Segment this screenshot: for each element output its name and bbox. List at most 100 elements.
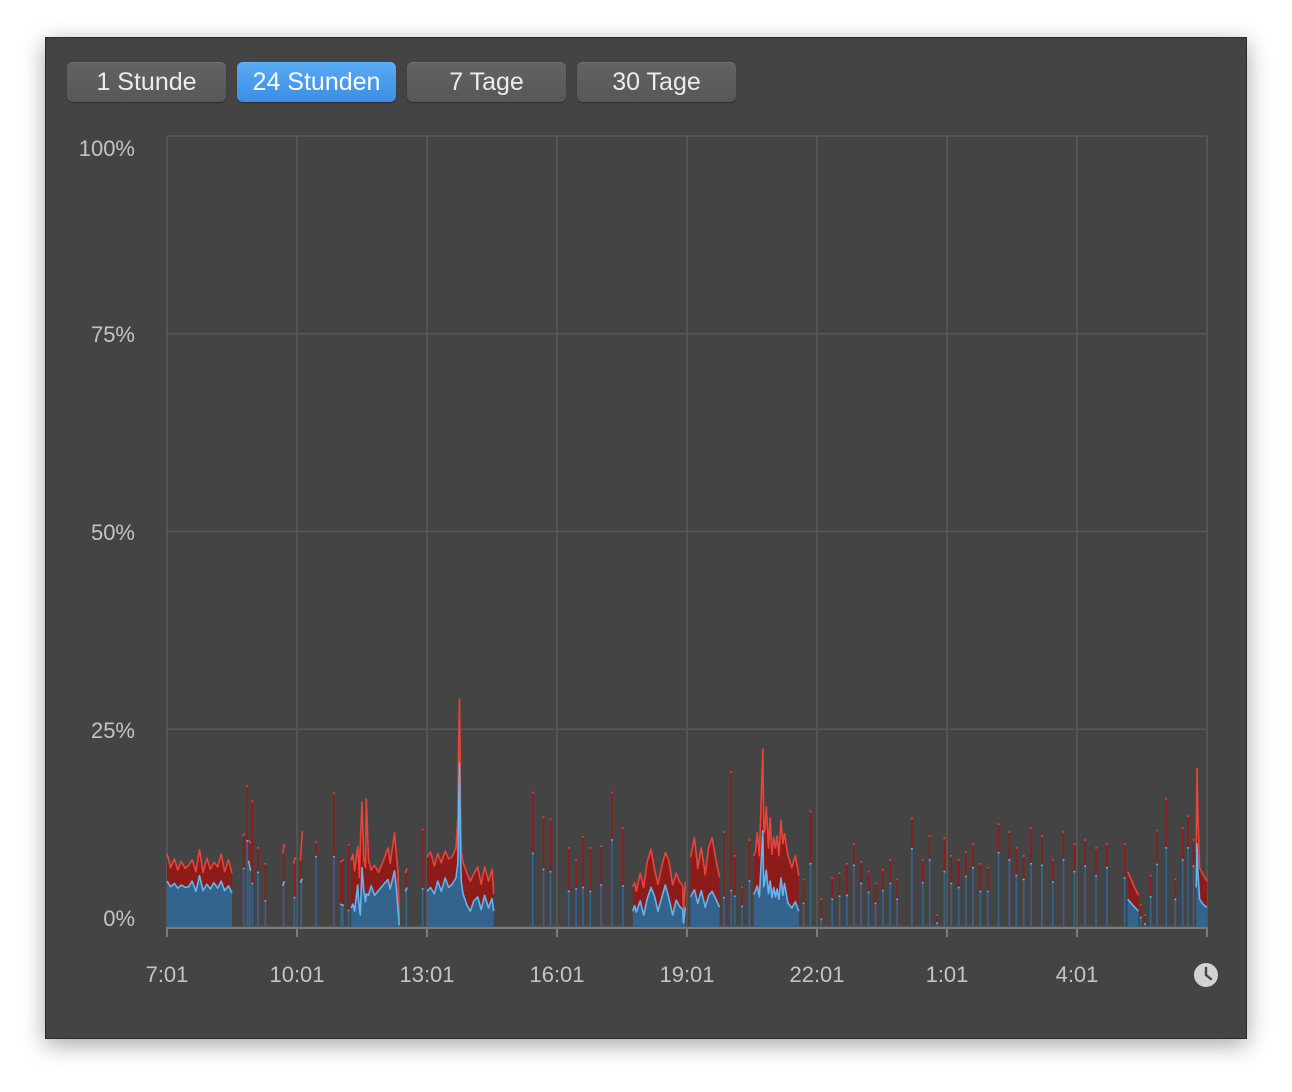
user-load-area [347,910,350,927]
user-load-area [1073,871,1076,927]
user-load-area [340,904,344,927]
system-load-line [292,857,297,864]
user-load-area [838,896,841,927]
user-load-area [242,868,245,927]
x-tick-label: 10:01 [269,962,324,987]
user-load-area [549,871,552,927]
user-load-area [853,865,855,927]
user-load-area [589,891,592,927]
user-load-area [1187,847,1189,927]
user-load-area [582,887,584,927]
user-load-area [867,892,870,927]
user-load-line [339,903,345,907]
user-load-area [997,852,1000,927]
x-tick-label: 16:01 [529,962,584,987]
user-load-area [531,853,534,927]
user-load-area [957,887,960,927]
user-load-area [733,896,736,927]
user-load-area [567,891,570,927]
user-load-area [950,883,953,927]
clock-icon[interactable] [1194,963,1218,987]
system-load-area [730,772,733,927]
user-load-area [1030,863,1032,927]
chart-grid [166,135,1208,928]
user-load-area [928,859,931,927]
user-load-area [741,906,743,927]
user-load-line [166,874,233,894]
user-load-area [936,923,938,927]
user-load-area [1165,847,1168,927]
x-axis-labels: 7:01 10:01 13:01 16:01 19:01 22:01 1:01 … [146,962,1099,987]
user-load-area [820,919,823,927]
user-load-line [632,884,687,924]
system-load-line [247,839,252,844]
user-load-area [264,900,267,927]
user-load-area [1127,899,1139,927]
user-load-area [1149,896,1152,927]
user-load-area [979,891,982,927]
range-1-stunde-button[interactable]: 1 Stunde [67,62,226,102]
user-load-series [166,762,1208,927]
user-load-area [921,882,924,927]
user-load-area [846,895,848,927]
user-load-area [293,897,296,927]
user-load-area [300,878,303,927]
user-load-area [1106,867,1108,927]
user-load-line [1195,843,1208,908]
user-load-area [730,890,733,927]
user-load-line [1127,898,1140,912]
user-load-area [257,872,259,927]
system-load-area [347,844,350,927]
user-load-area [1022,879,1025,927]
x-tick-label: 1:01 [926,962,969,987]
system-load-line [1195,768,1208,882]
system-load-line [166,848,233,874]
user-load-line [404,887,408,892]
system-load-line [281,843,286,854]
y-axis-labels: 0% 25% 50% 75% 100% [79,136,135,931]
user-load-area [1192,866,1195,927]
user-load-area [622,885,624,927]
system-load-line [299,831,303,861]
x-tick-label: 13:01 [399,962,454,987]
user-load-area [315,856,317,927]
system-load-line [404,868,408,874]
range-24-stunden-button[interactable]: 24 Stunden [237,62,396,102]
user-load-area [896,899,898,927]
user-load-area [611,840,613,927]
range-30-tage-button[interactable]: 30 Tage [577,62,736,102]
user-load-area [405,887,408,927]
system-load-line [689,836,721,878]
user-load-area [1051,881,1054,927]
y-tick-label: 50% [91,520,135,545]
x-tick-label: 19:01 [659,962,714,987]
user-load-area [809,863,812,927]
x-tick-label: 22:01 [789,962,844,987]
user-load-area [351,867,400,927]
x-tick-label: 4:01 [1056,962,1099,987]
x-tick-label: 7:01 [146,962,189,987]
user-load-area [965,876,967,927]
user-load-area [1174,899,1177,927]
user-load-area [246,840,248,927]
user-load-area [1041,865,1043,927]
user-load-area [860,883,863,927]
range-7-tage-button[interactable]: 7 Tage [407,62,566,102]
system-load-line [339,859,345,863]
user-load-area [282,881,285,927]
y-tick-label: 0% [103,906,135,931]
user-load-area [831,899,833,927]
user-load-area [1015,875,1018,927]
user-load-line [689,889,721,908]
user-load-line [299,878,303,884]
user-load-area [1095,875,1097,927]
y-tick-label: 75% [91,322,135,347]
user-load-area [1181,859,1184,927]
system-load-line [426,698,495,894]
user-load-area [542,869,545,927]
user-load-area [632,885,686,927]
user-load-line [752,829,800,912]
user-load-area [575,889,577,927]
system-load-line [632,848,687,912]
user-load-area [1062,859,1065,927]
